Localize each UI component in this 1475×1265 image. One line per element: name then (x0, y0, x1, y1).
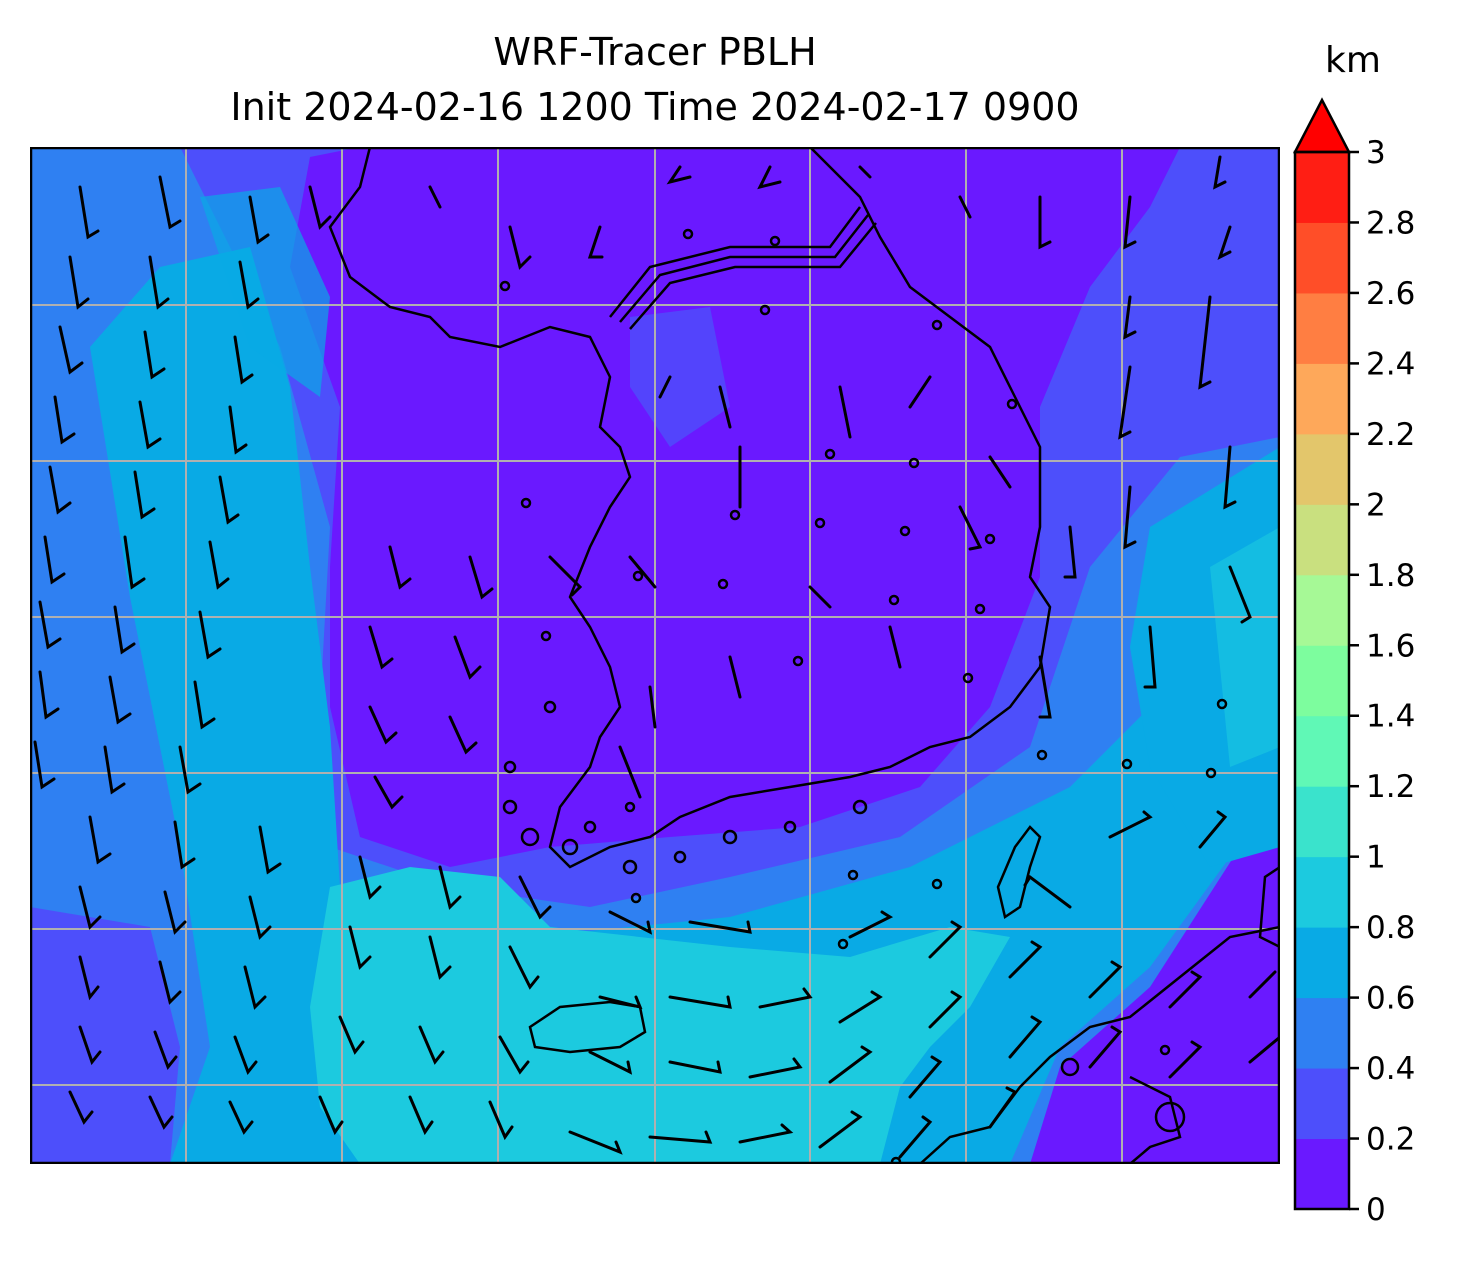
colorbar: 0 0.2 0.4 0.6 0.8 1 1.2 1.4 1.6 1.8 2 2.2 2.4 2.6 2.8 3 (1292, 97, 1415, 1228)
pblh-nw-band (200, 187, 330, 397)
calm-wind-circles (499, 228, 1228, 1164)
colorbar-tick-label: 1.8 (1366, 558, 1415, 594)
colorbar-band (1295, 1068, 1349, 1140)
colorbar-band (1295, 363, 1349, 435)
colorbar-tick-label: 1.6 (1366, 628, 1415, 664)
coastlines (328, 147, 1280, 1164)
colorbar-band (1295, 997, 1349, 1069)
colorbar-band (1295, 927, 1349, 999)
colorbar-tick-label: 2.4 (1366, 346, 1415, 382)
colorbar-band (1295, 715, 1349, 787)
colorbar-tick-label: 2.8 (1366, 205, 1415, 241)
colorbar-tick-label: 2.6 (1366, 276, 1415, 312)
colorbar-band (1295, 292, 1349, 364)
pblh-sea-high (310, 867, 1010, 1164)
pblh-east-sea-high (1210, 527, 1280, 767)
jeju-island (528, 1000, 647, 1054)
colorbar-bands (1295, 152, 1349, 1210)
colorbar-tick-label: 0.6 (1366, 981, 1415, 1017)
colorbar-band (1295, 504, 1349, 576)
colorbar-band (1295, 152, 1349, 223)
colorbar-tick-label: 2 (1366, 487, 1386, 523)
pblh-lowest-east (1030, 837, 1280, 1164)
colorbar-band (1295, 786, 1349, 858)
japan-coast (919, 925, 1280, 1164)
colorbar-tick-label: 1.2 (1366, 769, 1415, 805)
pblh-west-sea (30, 907, 180, 1164)
colorbar-tick-label: 1.4 (1366, 699, 1415, 735)
islands (502, 700, 1186, 1133)
colorbar-frame (1293, 150, 1351, 1211)
gridlines (30, 147, 1280, 1164)
colorbar-tick-label: 1 (1366, 840, 1386, 876)
chart-title: WRF-Tracer PBLH (493, 30, 817, 74)
pblh-lowest-region (290, 147, 1180, 867)
chart-subtitle: Init 2024-02-16 1200 Time 2024-02-17 090… (230, 85, 1080, 129)
colorbar-tick-label: 0 (1366, 1192, 1386, 1228)
colorbar-tick-label: 3 (1366, 135, 1386, 171)
colorbar-tick-label: 0.8 (1366, 910, 1415, 946)
colorbar-tick-label: 2.2 (1366, 417, 1415, 453)
pblh-map (30, 147, 1280, 1164)
colorbar-unit: km (1325, 40, 1381, 81)
colorbar-band (1295, 856, 1349, 928)
colorbar-ticks: 0 0.2 0.4 0.6 0.8 1 1.2 1.4 1.6 1.8 2 2.2 2.4 2.6 2.8 3 (1349, 135, 1415, 1228)
map-frame (30, 147, 1280, 1164)
colorbar-extend-arrow (1292, 97, 1352, 154)
wind-barbs (33, 155, 1280, 1159)
tsushima-island (996, 825, 1042, 920)
colorbar-band (1295, 433, 1349, 505)
colorbar-tick-label: 0.4 (1366, 1051, 1415, 1087)
colorbar-tick-label: 0.2 (1366, 1122, 1415, 1158)
colorbar-band (1295, 1138, 1349, 1210)
colorbar-band (1295, 222, 1349, 294)
colorbar-band (1295, 645, 1349, 717)
colorbar-band (1295, 574, 1349, 646)
